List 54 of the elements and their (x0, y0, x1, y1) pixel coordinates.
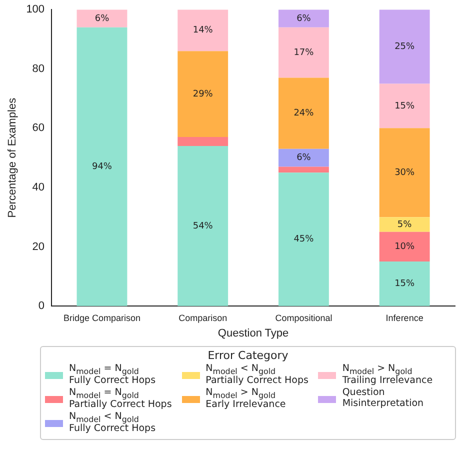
bar (76, 10, 128, 28)
legend-title: Error Category (206, 349, 290, 362)
y-axis-title: Percentage of Examples (6, 97, 19, 218)
bar (278, 27, 329, 78)
bar (379, 84, 430, 128)
y-tick-label: 0 (38, 300, 45, 312)
bar (379, 262, 430, 306)
bar (178, 146, 228, 306)
legend-label: N$_{model}$ > N$_{gold}$ Trailing Irrelevance (342, 363, 433, 387)
legend-label: N$_{model}$ < N$_{gold}$ Fully Correct Hops (69, 410, 156, 435)
y-tick-label: 80 (32, 62, 45, 75)
x-tick-label: Comparison (178, 312, 228, 323)
legend-label: N$_{model}$ < N$_{gold}$ Partially Correct Hops (206, 363, 308, 387)
data-label: 14% (192, 26, 214, 36)
bar (278, 10, 329, 28)
y-tick-label: 40 (32, 181, 45, 194)
data-label: 25% (394, 42, 416, 52)
y-tick-label: 60 (32, 122, 45, 134)
data-label: 6% (296, 14, 312, 24)
data-label: 30% (394, 168, 416, 178)
data-label: 6% (296, 153, 312, 164)
legend-label: N$_{model}$ = N$_{gold}$ Partially Correct Hops (69, 386, 172, 411)
data-label: 15% (394, 279, 416, 290)
bar (76, 27, 128, 306)
data-label: 94% (92, 162, 112, 172)
bar (278, 172, 329, 306)
legend-label: Question Misinterpretation (342, 387, 424, 410)
data-label: 5% (397, 220, 412, 230)
x-axis-title: Question Type (218, 327, 289, 340)
bar (178, 51, 228, 138)
x-tick-label: Bridge Comparison (63, 312, 141, 323)
bar (379, 217, 430, 232)
bar (278, 78, 329, 149)
bar (379, 232, 430, 262)
bar (178, 10, 228, 52)
data-label: 29% (192, 89, 214, 100)
legend-label: N$_{model}$ > N$_{gold}$ Early Irrelevance (206, 386, 286, 411)
data-label: 15% (394, 101, 416, 112)
y-tick-label: 100 (26, 4, 45, 16)
data-label: 10% (394, 242, 416, 252)
data-label: 24% (294, 108, 314, 119)
x-tick-label: Inference (386, 312, 424, 323)
bar (278, 148, 329, 167)
data-label: 54% (192, 221, 214, 232)
x-tick-label: Compositional (275, 312, 332, 323)
data-label: 6% (94, 14, 110, 24)
bar (178, 137, 228, 146)
bar (379, 128, 430, 218)
data-label: 17% (294, 48, 314, 58)
bar (278, 166, 329, 173)
data-label: 45% (294, 234, 314, 245)
legend-label: N$_{model}$ = N$_{gold}$ Fully Correct Hops (69, 363, 156, 387)
y-tick-label: 20 (32, 240, 45, 253)
bar (379, 10, 430, 84)
